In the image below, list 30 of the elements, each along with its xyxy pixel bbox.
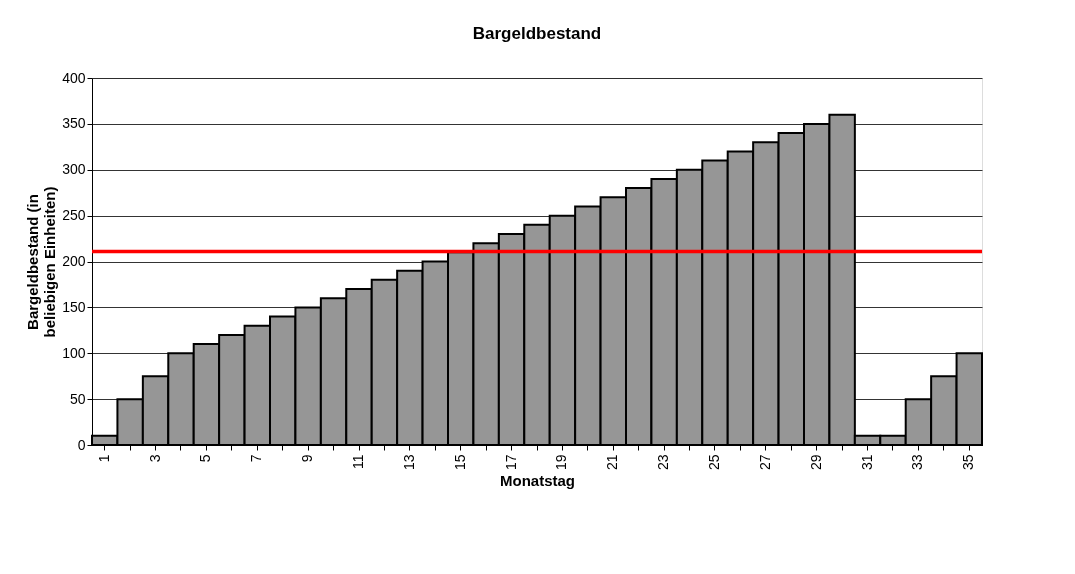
y-axis-title: Bargeldbestand (in beliebigen Einheiten) [24, 186, 59, 338]
x-tick-label: 29 [807, 454, 824, 471]
x-tick-label: 3 [146, 454, 163, 463]
y-tick-label: 350 [62, 115, 86, 132]
x-tick-label: 7 [248, 454, 265, 463]
x-tick-label: 1 [95, 454, 112, 463]
x-axis-title: Monatstag [500, 472, 575, 490]
y-tick-label: 0 [77, 436, 86, 453]
y-tick-label: 300 [62, 161, 86, 178]
y-tick-label: 100 [62, 344, 86, 361]
x-tick-label: 15 [451, 454, 468, 471]
x-tick-label: 17 [502, 454, 519, 471]
y-tick-label: 50 [69, 390, 86, 407]
y-tick-label: 150 [62, 298, 86, 315]
x-tick-label: 9 [299, 454, 316, 463]
x-tick-label: 27 [756, 454, 773, 471]
x-tick-label: 21 [604, 454, 621, 471]
x-tick-label: 5 [197, 454, 214, 463]
x-tick-label: 19 [553, 454, 570, 471]
y-tick-label: 200 [62, 253, 86, 269]
x-tick-label: 31 [858, 454, 875, 471]
chart-title: Bargeldbestand [472, 24, 602, 43]
x-tick-label: 11 [350, 454, 366, 470]
y-tick-label: 250 [62, 207, 86, 224]
x-tick-label: 25 [706, 454, 722, 471]
y-tick-label: 400 [62, 69, 86, 86]
x-tick-label: 33 [909, 454, 926, 471]
x-tick-label: 35 [960, 454, 977, 471]
x-tick-label: 23 [655, 454, 672, 471]
x-tick-label: 13 [400, 454, 417, 471]
